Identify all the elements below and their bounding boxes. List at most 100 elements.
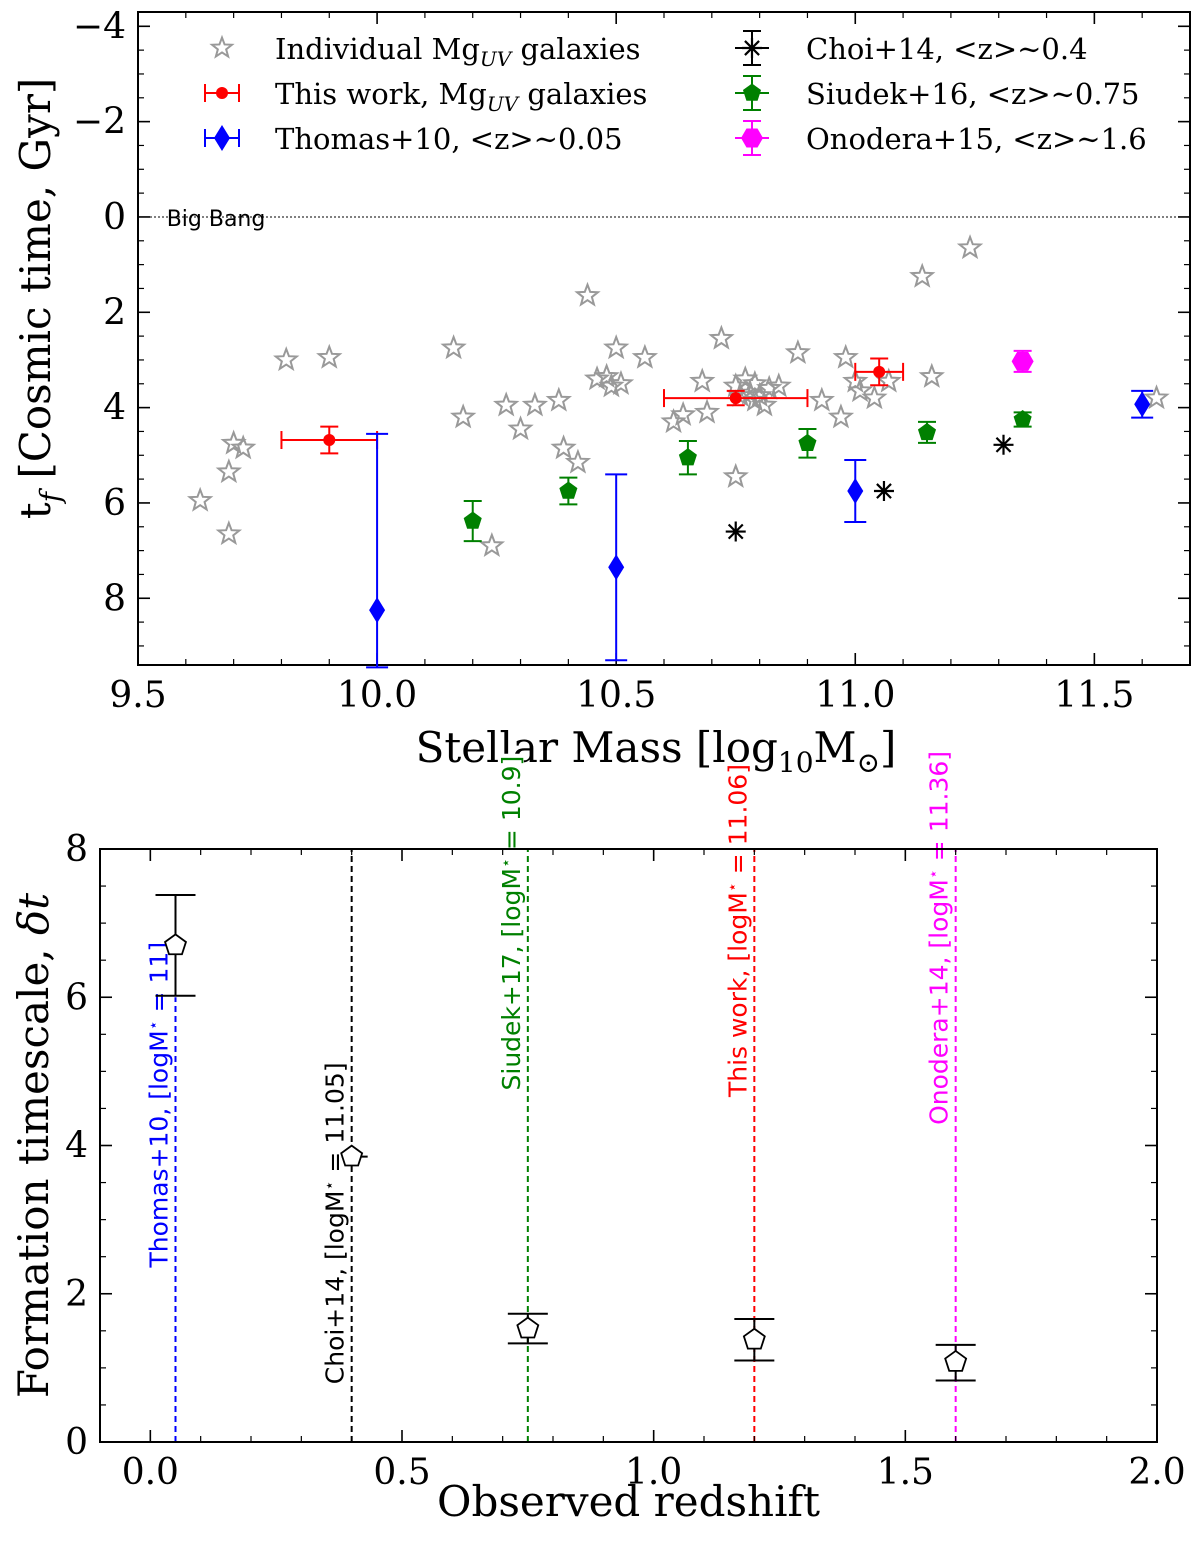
y-axis-label-main: t xyxy=(11,502,60,519)
series-3 xyxy=(725,434,1014,542)
data-point xyxy=(583,365,611,391)
series-5 xyxy=(1011,349,1034,373)
legend-label: Thomas+10, <z>∼0.05 xyxy=(275,122,623,156)
data-point xyxy=(316,343,343,369)
data-point xyxy=(163,933,188,956)
legend-label-tail: galaxies xyxy=(518,77,647,111)
label-star: ⋆ xyxy=(496,858,515,868)
y-tick-label: 2 xyxy=(65,1274,88,1315)
legend-label-tail: galaxies xyxy=(511,32,640,66)
x-tick-label: 11.0 xyxy=(815,675,895,716)
legend-label-main: Onodera+15, <z>∼1.6 xyxy=(806,122,1147,156)
y-tick-label: −2 xyxy=(73,102,126,143)
data-point xyxy=(808,386,835,412)
data-point xyxy=(875,367,902,393)
x-axis-label-main: Stellar Mass [log xyxy=(416,723,778,772)
x-tick-label: 1.0 xyxy=(625,1452,682,1493)
data-point xyxy=(273,346,300,372)
data-point xyxy=(784,338,812,365)
data-point xyxy=(917,422,937,441)
legend-entry: Siudek+16, <z>∼0.75 xyxy=(735,75,1140,111)
legend-label-main: Choi+14, <z>∼0.4 xyxy=(806,32,1088,66)
data-point xyxy=(440,334,467,360)
y-tick-label: 8 xyxy=(65,829,88,870)
legend-label-sub: UV xyxy=(487,92,521,116)
legend-entry: Individual MgUV galaxies xyxy=(209,32,641,71)
plot-frame xyxy=(99,848,1158,1443)
label-tail: = 10.9] xyxy=(497,756,526,858)
data-point xyxy=(1013,410,1032,428)
y-tick-label: 6 xyxy=(103,483,126,524)
legend-entry: Onodera+15, <z>∼1.6 xyxy=(735,120,1147,156)
data-point xyxy=(521,391,549,417)
legend-label-main: Thomas+10, <z>∼0.05 xyxy=(275,122,623,156)
data-point xyxy=(873,481,894,502)
x-axis-label-tail: M xyxy=(814,723,857,772)
legend-label-main: Siudek+16, <z>∼0.75 xyxy=(806,77,1140,111)
legend-entry: Thomas+10, <z>∼0.05 xyxy=(204,122,623,156)
legend-label: Choi+14, <z>∼0.4 xyxy=(806,32,1088,66)
data-point xyxy=(798,433,817,452)
data-point xyxy=(725,521,746,542)
data-point xyxy=(689,367,716,393)
data-point xyxy=(708,324,735,350)
data-point xyxy=(729,392,742,405)
top-panel-tf-vs-stellar-mass: Big Bang 9.5 10.0 10.5 11.0 11.5 −4 −2 0 2 4 6 8 Indi… xyxy=(11,6,1191,779)
reference-line-label: Choi+14, [logM⋆ = 11.05] xyxy=(320,1062,350,1384)
data-point xyxy=(842,367,869,393)
label-main: This work, [logM xyxy=(723,892,752,1098)
series-1 xyxy=(280,357,905,455)
data-point xyxy=(765,372,792,398)
data-point xyxy=(369,597,386,624)
y-tick-label: 0 xyxy=(103,197,126,238)
data-point xyxy=(742,1327,766,1350)
label-main: Onodera+14, [logM xyxy=(925,879,954,1125)
data-point xyxy=(756,374,783,400)
legend-label: Individual MgUV galaxies xyxy=(275,32,641,71)
label-main: Thomas+10, [logM xyxy=(145,1030,174,1268)
legend-label-main: This work, Mg xyxy=(275,77,487,111)
x-tick-label: 2.0 xyxy=(1128,1452,1185,1493)
label-background xyxy=(497,753,524,1093)
data-point xyxy=(918,362,945,388)
reference-line-label: Onodera+14, [logM⋆ = 11.36] xyxy=(924,751,954,1125)
data-point xyxy=(741,386,769,412)
data-point xyxy=(478,531,506,558)
label-background xyxy=(145,939,172,1271)
label-star: ⋆ xyxy=(144,1020,163,1030)
reference-line-label: This work, [logM⋆ = 11.06] xyxy=(722,764,752,1098)
legend-marker xyxy=(216,87,228,99)
x-tick-label: 1.5 xyxy=(877,1452,934,1493)
series-0 xyxy=(186,234,1170,558)
data-point xyxy=(449,403,477,429)
data-point xyxy=(827,403,855,429)
label-tail: = 11.06] xyxy=(723,764,752,882)
data-point xyxy=(993,434,1014,455)
legend-entry: Choi+14, <z>∼0.4 xyxy=(735,30,1088,66)
data-point xyxy=(603,334,630,360)
y-axis-label-math: δt xyxy=(9,893,58,935)
x-tick-label: 10.0 xyxy=(337,675,417,716)
data-point xyxy=(598,372,625,398)
data-point xyxy=(593,362,620,388)
data-point xyxy=(550,434,577,460)
series-0 xyxy=(155,893,976,1382)
legend-label-main: Individual Mg xyxy=(275,32,480,66)
legend-label: Onodera+15, <z>∼1.6 xyxy=(806,122,1147,156)
x-tick-label: 0.5 xyxy=(373,1452,430,1493)
data-point xyxy=(215,520,243,546)
y-axis-label-main: Formation timescale, xyxy=(9,935,58,1398)
data-point xyxy=(516,1316,540,1339)
data-point xyxy=(847,478,864,505)
data-point xyxy=(608,554,625,581)
series-4 xyxy=(463,410,1032,543)
reference-line-1: Choi+14, [logM⋆ = 11.05] xyxy=(320,849,353,1442)
data-point xyxy=(631,343,659,369)
data-point xyxy=(861,384,888,410)
legend-marker xyxy=(742,38,762,58)
data-point xyxy=(1134,391,1151,418)
y-tick-label: 4 xyxy=(65,1126,88,1167)
data-point xyxy=(751,391,778,417)
